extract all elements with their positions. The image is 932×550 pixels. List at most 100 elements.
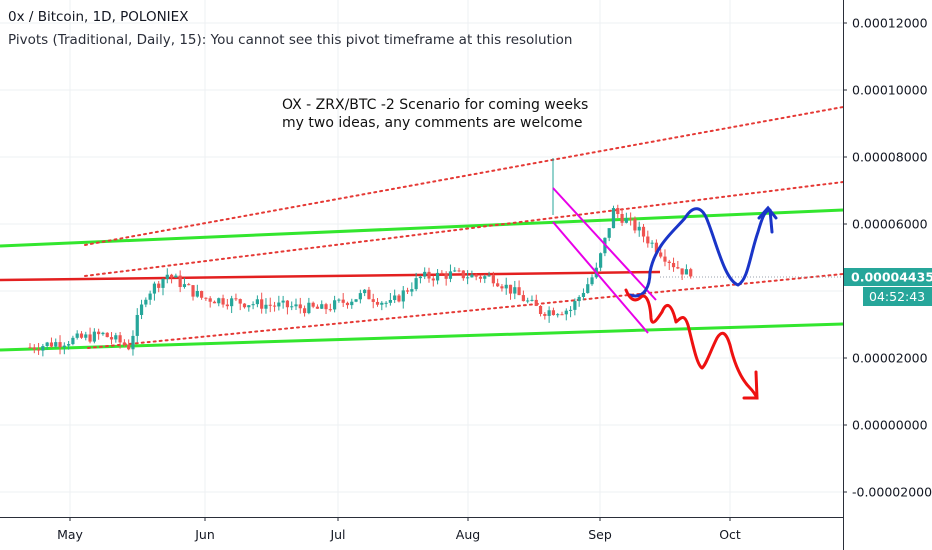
candlesticks [28,158,693,357]
candle-body [410,289,414,292]
candle-body [423,271,427,277]
candle-body [200,291,204,298]
bearish-scenario-arrowhead [742,370,759,400]
price-badge-bg [844,268,932,286]
pivot-indicator-label: Pivots (Traditional, Daily, 15): You can… [8,32,573,48]
candle-body [341,299,345,303]
candle-body [483,276,487,279]
candle-body [114,335,118,340]
bullish-scenario-arrowhead [757,205,778,220]
candle-body [496,283,500,287]
candle-body [641,226,646,237]
candle-body [556,314,560,316]
candle-body [564,310,568,315]
candle-body [530,299,534,301]
candle-body [337,299,341,301]
candle-body [547,310,551,316]
dotted-lower-fib-line [87,273,844,349]
candle-body [350,301,354,306]
candle-body [487,275,491,277]
candle-body [118,335,122,343]
candle-body [568,309,573,311]
annotation-line-1: OX - ZRX/BTC -2 Scenario for coming week… [282,97,589,113]
upper-channel-line [0,208,844,248]
candle-body [225,304,229,307]
candle-body [538,305,543,315]
candle-body [49,342,54,347]
candle-body [187,284,191,286]
x-tick-label: Oct [719,527,741,542]
candle-body [405,290,410,292]
y-tick-label: 0.00006000 [852,217,928,232]
candle-body [461,270,465,279]
candle-body [333,300,337,310]
candle-body [238,299,242,304]
candle-body [148,293,152,300]
candle-body [122,342,126,345]
candle-body [427,271,431,279]
candle-body [367,289,371,300]
candle-body [28,347,32,349]
chart-grid [0,0,843,517]
candle-body [440,272,444,274]
current-price-badge: 0.00004435 04:52:43 [844,268,932,306]
candle-body [388,299,392,303]
bar-countdown-label: 04:52:43 [869,289,925,304]
candle-body [478,276,483,279]
dotted-upper-fib-line [84,106,844,246]
candle-body [311,302,315,307]
candle-body [32,347,36,350]
candle-body [182,284,187,287]
candle-body [393,295,397,300]
candle-body [45,342,49,347]
candle-body [174,275,178,278]
x-tick-label: Sep [588,527,612,542]
candle-body [75,333,79,338]
candle-body [234,298,238,300]
candle-body [401,290,405,302]
candle-body [380,302,384,305]
candle-body [513,287,517,294]
candle-body [371,299,375,302]
candle-body [67,344,71,346]
candle-body [689,269,693,277]
candle-body [676,267,680,269]
candle-body [230,298,234,307]
candle-body [315,306,320,309]
candle-body [646,236,650,244]
candle-body [324,304,328,310]
candle-body [105,332,109,338]
candle-body [418,276,423,279]
candle-body [457,270,461,272]
current-price-label: 0.00004435 [851,270,932,285]
x-tick-label: Aug [456,527,480,542]
candle-body [307,302,311,314]
candle-body [414,278,418,290]
candle-body [41,346,45,351]
candle-body [294,304,298,307]
candle-body [573,301,577,310]
falling-channel-upper [552,187,657,301]
candle-body [139,304,144,315]
y-tick-label: 0.00010000 [852,83,928,98]
candle-body [599,253,603,268]
horizontal-resistance-line [0,270,661,282]
candle-body [109,337,114,340]
candle-body [328,309,332,311]
candle-body [161,278,165,288]
candle-body [577,296,581,302]
y-tick-label: 0.00002000 [852,351,928,366]
candle-body [97,331,101,335]
candle-body [470,274,474,278]
candle-body [444,273,448,279]
trend-lines [0,106,844,352]
y-tick-label: 0.00008000 [852,150,928,165]
candle-body [135,314,139,336]
candle-body [217,298,221,304]
candle-body [435,272,440,281]
candle-body [633,218,637,231]
candle-body [88,334,92,342]
candle-body [302,308,307,314]
